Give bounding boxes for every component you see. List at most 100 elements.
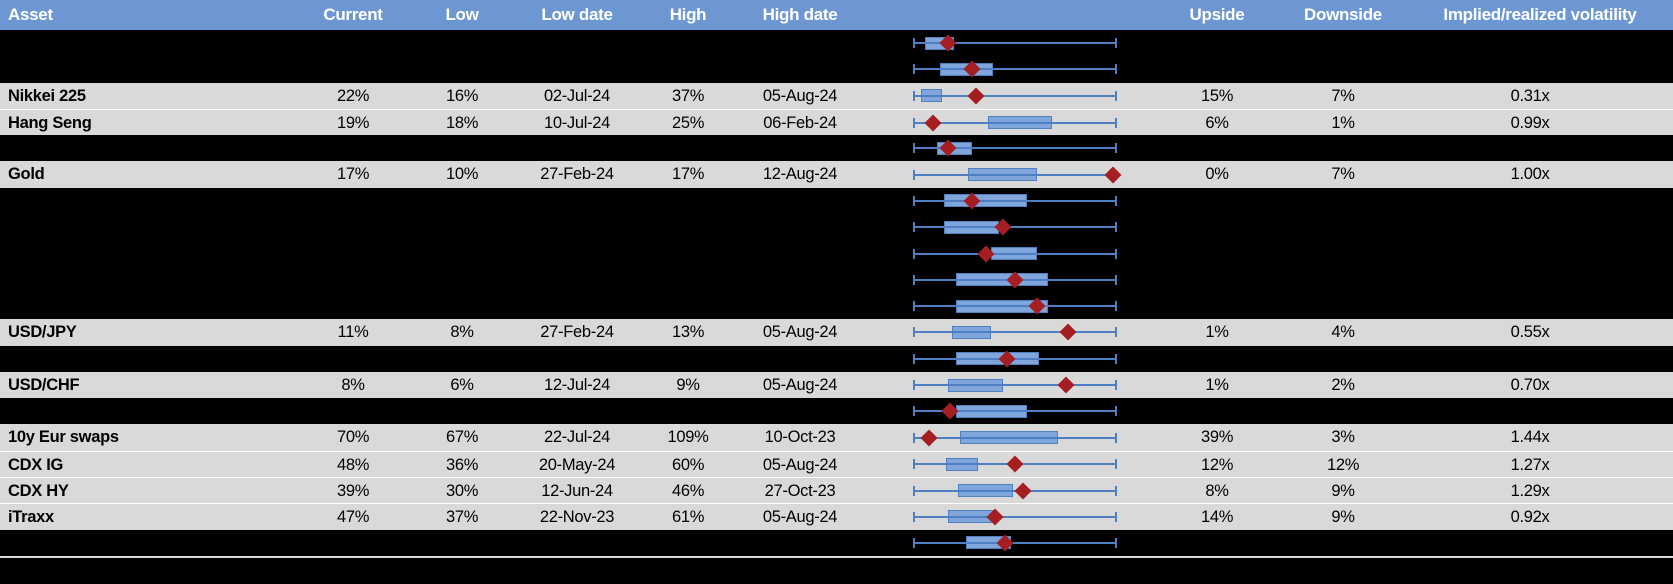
current-value: 39%	[336, 482, 370, 501]
whisker-cap-right-icon	[1115, 380, 1117, 390]
upside-value: 8%	[1205, 482, 1229, 501]
whisker-cap-right-icon	[1115, 301, 1117, 312]
chart-only-row	[0, 187, 1673, 215]
current-value: 22%	[336, 86, 370, 105]
range-box-chart	[913, 83, 1117, 109]
column-header-upside: Upside	[1189, 5, 1245, 24]
range-box-chart	[913, 504, 1117, 529]
footer-black-area	[0, 558, 1673, 584]
current-value: 8%	[341, 375, 365, 394]
asset-name: CDX IG	[8, 455, 64, 474]
column-header-low: Low	[445, 5, 479, 24]
whisker-line	[913, 68, 1117, 71]
whisker-cap-right-icon	[1115, 459, 1117, 470]
whisker-cap-left-icon	[913, 485, 915, 496]
upside-value: 1%	[1205, 375, 1229, 394]
whisker-cap-right-icon	[1115, 327, 1117, 338]
asset-row: CDX HY 39% 30% 12-Jun-24 46% 27-Oct-23 8% 9% 1.2…	[0, 477, 1673, 504]
asset-row: Hang Seng 19% 18% 10-Jul-24 25% 06-Feb-24 6% 1%…	[0, 108, 1673, 136]
high-value: 9%	[676, 375, 700, 394]
range-box-chart	[913, 346, 1117, 372]
column-header-high-date: High date	[762, 5, 838, 24]
chart-only-row	[0, 240, 1673, 267]
low-value: 8%	[450, 323, 474, 342]
upside-value: 12%	[1200, 455, 1234, 474]
asset-row: 10y Eur swaps 70% 67% 22-Jul-24 109% 10-Oct-2…	[0, 424, 1673, 451]
column-header-downside: Downside	[1304, 5, 1382, 24]
asset-name: USD/CHF	[8, 375, 80, 394]
whisker-cap-right-icon	[1115, 248, 1117, 259]
whisker-line	[913, 226, 1117, 229]
asset-row: Gold 17% 10% 27-Feb-24 17% 12-Aug-24 0% 7% 1.00x	[0, 161, 1673, 188]
low-date: 22-Nov-23	[539, 508, 615, 527]
low-date: 10-Jul-24	[543, 113, 611, 132]
downside-value: 2%	[1331, 375, 1355, 394]
whisker-line	[913, 173, 1117, 176]
current-value: 48%	[336, 455, 370, 474]
current-marker-diamond-icon	[1006, 455, 1024, 473]
low-value: 36%	[445, 455, 479, 474]
chart-only-row	[0, 345, 1673, 372]
asset-name: Hang Seng	[8, 113, 92, 132]
whisker-cap-left-icon	[913, 195, 915, 206]
high-date: 06-Feb-24	[763, 113, 837, 132]
range-box-chart	[913, 319, 1117, 345]
low-date: 27-Feb-24	[540, 165, 614, 184]
whisker-cap-left-icon	[913, 327, 915, 338]
whisker-cap-right-icon	[1115, 222, 1117, 233]
whisker-line	[913, 121, 1117, 124]
high-date: 05-Aug-24	[762, 375, 838, 394]
asset-name: 10y Eur swaps	[8, 428, 119, 447]
high-date: 05-Aug-24	[762, 86, 838, 105]
range-box-chart	[913, 135, 1117, 161]
whisker-line	[913, 436, 1117, 439]
low-value: 16%	[445, 86, 479, 105]
high-value: 46%	[671, 482, 705, 501]
whisker-line	[913, 147, 1117, 150]
whisker-cap-right-icon	[1115, 406, 1117, 417]
chart-only-row	[0, 266, 1673, 293]
upside-value: 1%	[1205, 323, 1229, 342]
range-box-chart	[913, 240, 1117, 266]
high-date: 10-Oct-23	[764, 428, 836, 447]
whisker-line	[913, 541, 1117, 544]
whisker-line	[913, 305, 1117, 308]
asset-name: iTraxx	[8, 508, 54, 527]
whisker-cap-right-icon	[1115, 537, 1117, 548]
chart-only-row	[0, 56, 1673, 83]
downside-value: 4%	[1331, 323, 1355, 342]
whisker-cap-right-icon	[1115, 274, 1117, 285]
high-value: 25%	[671, 113, 705, 132]
upside-value: 6%	[1205, 113, 1229, 132]
asset-row: CDX IG 48% 36% 20-May-24 60% 05-Aug-24 12% 12% 1…	[0, 450, 1673, 478]
whisker-line	[913, 94, 1117, 97]
range-box-chart	[913, 372, 1117, 398]
whisker-line	[913, 252, 1117, 255]
high-date: 27-Oct-23	[764, 482, 836, 501]
implied-realized-volatility-value: 0.99x	[1510, 113, 1550, 132]
asset-row: USD/JPY 11% 8% 27-Feb-24 13% 05-Aug-24 1% 4% 0.5…	[0, 319, 1673, 346]
implied-realized-volatility-value: 1.27x	[1510, 455, 1550, 474]
range-box-chart	[913, 188, 1117, 214]
current-value: 47%	[336, 508, 370, 527]
implied-realized-volatility-value: 0.70x	[1510, 375, 1550, 394]
implied-realized-volatility-value: 0.92x	[1510, 508, 1550, 527]
whisker-cap-left-icon	[913, 511, 915, 522]
low-value: 18%	[445, 113, 479, 132]
implied-realized-volatility-value: 1.44x	[1510, 428, 1550, 447]
whisker-cap-left-icon	[913, 248, 915, 259]
bottom-divider-line	[0, 556, 1673, 558]
table-header-row: Asset Current Low Low date High High dat…	[0, 0, 1673, 30]
whisker-cap-left-icon	[913, 459, 915, 470]
chart-only-row	[0, 214, 1673, 241]
high-date: 05-Aug-24	[762, 455, 838, 474]
whisker-cap-right-icon	[1115, 38, 1117, 49]
range-box-chart	[913, 161, 1122, 187]
whisker-cap-left-icon	[913, 406, 915, 417]
chart-only-row	[0, 529, 1673, 556]
current-marker-diamond-icon	[967, 87, 985, 105]
high-value: 37%	[671, 86, 705, 105]
downside-value: 7%	[1331, 86, 1355, 105]
whisker-cap-right-icon	[1115, 485, 1117, 496]
current-value: 19%	[336, 113, 370, 132]
